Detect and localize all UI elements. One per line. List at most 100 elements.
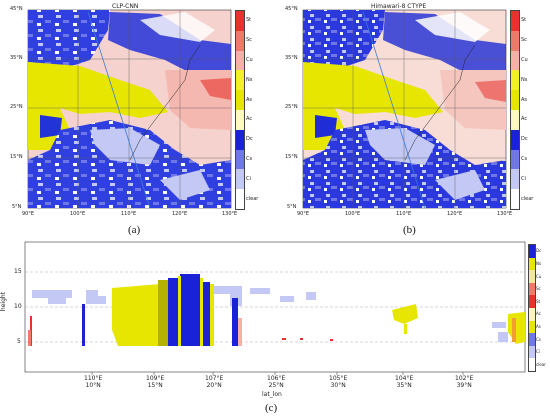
colorbar-segment-cs <box>511 149 519 170</box>
panel-c-xtick-lon: 106°E <box>267 375 286 382</box>
panel-c-xtick-lat: 10°N <box>85 382 101 389</box>
panel-a-map <box>27 9 232 209</box>
colorbar-label-st: St <box>246 17 252 24</box>
panel-c-xtick-lat: 15°N <box>147 382 163 389</box>
colorbar-label-cs: Cs <box>536 336 541 342</box>
panel-b-xtick: 120°E <box>447 211 463 217</box>
panel-c-colorbar <box>528 244 536 372</box>
panel-c-xtick-lat: 35°N <box>396 382 412 389</box>
colorbar-segment-ns <box>236 70 244 91</box>
colorbar-segment-cu <box>511 50 519 71</box>
panel-c-xtick: 104°E 35°N <box>395 375 413 389</box>
colorbar-segment-ci <box>529 345 535 359</box>
colorbar-label-dc: Dc <box>521 136 528 143</box>
panel-c-ytick: 10 <box>14 303 22 310</box>
panel-a: CLP-CNN <box>0 0 272 240</box>
colorbar-segment-sc <box>236 30 244 51</box>
colorbar-label-sc: Sc <box>536 286 541 292</box>
panel-a-ytick: 45°N <box>10 6 23 12</box>
colorbar-segment-cs <box>236 149 244 170</box>
colorbar-label-ns: Ns <box>521 76 528 83</box>
panel-b-title: Himawari-8 CTYPE <box>371 3 427 10</box>
panel-c-xtick-lat: 25°N <box>268 382 284 389</box>
panel-c-colorbar-labels: Dc Ns Cu Sc St Ac As Cs Ci clear <box>536 244 550 370</box>
colorbar-segment-ci <box>511 169 519 190</box>
panel-a-ytick: 35°N <box>10 55 23 61</box>
panel-c-xtick: 105°E 30°N <box>329 375 347 389</box>
colorbar-segment-st <box>529 295 535 308</box>
colorbar-label-ci: Ci <box>536 349 540 355</box>
panel-a-ytick: 15°N <box>10 154 23 160</box>
panel-c-xtick-lat: 39°N <box>456 382 472 389</box>
panel-a-xtick: 110°E <box>121 211 137 217</box>
colorbar-segment-cu <box>529 270 535 283</box>
panel-b-ytick: 15°N <box>285 154 298 160</box>
panel-c-xtick-lon: 110°E <box>84 375 103 382</box>
panel-a-colorbar-labels: St Sc Cu Ns As Ac Dc Cs Ci clear <box>246 10 270 208</box>
colorbar-label-ac: Ac <box>521 116 528 123</box>
colorbar-label-cs: Cs <box>246 156 253 162</box>
panel-c-label: (c) <box>265 402 278 414</box>
colorbar-label-dc: Dc <box>246 136 253 143</box>
panel-b-xtick: 130°E <box>497 211 513 217</box>
panel-a-xtick: 90°E <box>22 211 35 217</box>
panel-c-xlabel: lat_lon <box>262 391 282 398</box>
panel-b-ytick: 45°N <box>285 6 298 12</box>
colorbar-label-clear: clear <box>521 195 534 202</box>
colorbar-label-cu: Cu <box>521 57 528 63</box>
colorbar-segment-dc <box>236 129 244 150</box>
panel-a-xtick: 120°E <box>172 211 188 217</box>
panel-b-xtick: 110°E <box>396 211 412 217</box>
panel-c-xtick-lon: 107°E <box>205 375 224 382</box>
panel-b-ytick: 5°N <box>287 204 297 210</box>
panel-c-xtick: 109°E 15°N <box>146 375 164 389</box>
colorbar-segment-clear <box>529 358 535 371</box>
panel-b-ytick: 35°N <box>285 55 298 61</box>
panel-c: height 15 10 5 110°E 10°N 109°E 15°N 107… <box>0 238 550 419</box>
colorbar-segment-st <box>236 11 244 31</box>
colorbar-segment-dc <box>529 245 535 258</box>
colorbar-label-cs: Cs <box>521 156 528 162</box>
colorbar-label-cu: Cu <box>246 57 253 63</box>
panel-b: Himawari-8 CTYPE <box>275 0 547 240</box>
panel-c-ytick: 5 <box>17 338 21 345</box>
colorbar-segment-ac <box>236 110 244 130</box>
panel-c-xtick-lat: 20°N <box>206 382 222 389</box>
panel-c-xtick: 107°E 20°N <box>205 375 223 389</box>
panel-c-ytick: 15 <box>14 268 22 275</box>
panel-b-ytick: 25°N <box>285 104 298 110</box>
colorbar-segment-as <box>236 90 244 110</box>
colorbar-segment-clear <box>236 189 244 209</box>
panel-b-label: (b) <box>403 224 416 236</box>
colorbar-label-sc: Sc <box>521 37 527 44</box>
colorbar-segment-sc <box>529 282 535 296</box>
colorbar-segment-ns <box>511 70 519 91</box>
panel-c-xtick-lon: 109°E <box>146 375 165 382</box>
panel-c-xtick-lon: 104°E <box>395 375 414 382</box>
colorbar-segment-cu <box>236 50 244 71</box>
colorbar-label-clear: clear <box>246 195 259 202</box>
colorbar-label-st: St <box>536 298 541 304</box>
colorbar-label-as: As <box>536 323 541 329</box>
colorbar-segment-ns <box>529 257 535 271</box>
colorbar-segment-sc <box>511 30 519 51</box>
colorbar-label-ac: Ac <box>536 311 541 317</box>
colorbar-label-ac: Ac <box>246 116 253 123</box>
colorbar-label-ns: Ns <box>536 260 542 266</box>
colorbar-label-ns: Ns <box>246 76 253 83</box>
panel-a-ytick: 5°N <box>12 204 22 210</box>
panel-b-colorbar <box>510 10 520 210</box>
colorbar-label-ci: Ci <box>521 175 526 182</box>
colorbar-label-dc: Dc <box>536 248 542 254</box>
colorbar-segment-dc <box>511 129 519 150</box>
colorbar-label-sc: Sc <box>246 37 252 44</box>
colorbar-label-cu: Cu <box>536 273 542 279</box>
panel-b-colorbar-labels: St Sc Cu Ns As Ac Dc Cs Ci clear <box>521 10 545 208</box>
panel-c-ylabel: height <box>0 291 8 312</box>
colorbar-segment-ac <box>511 110 519 130</box>
colorbar-label-as: As <box>521 96 528 103</box>
colorbar-segment-ac <box>529 308 535 321</box>
colorbar-segment-st <box>511 11 519 31</box>
colorbar-label-as: As <box>246 96 253 103</box>
panel-c-xtick: 102°E 39°N <box>455 375 473 389</box>
